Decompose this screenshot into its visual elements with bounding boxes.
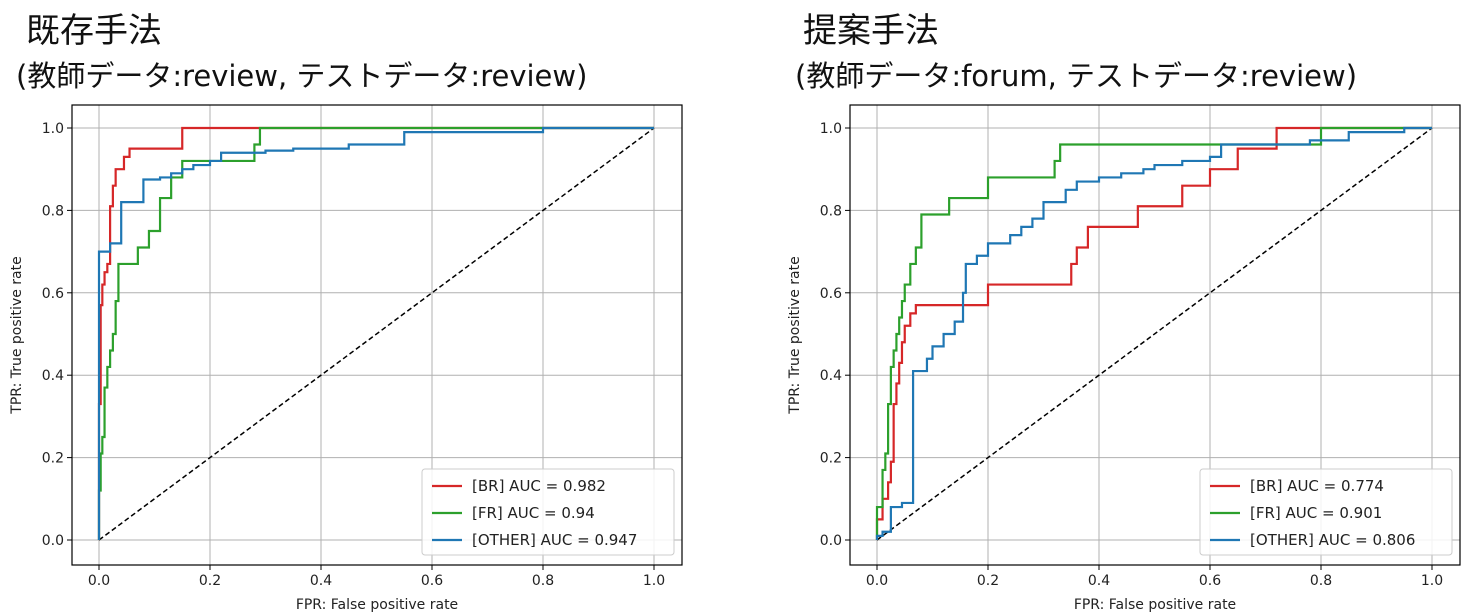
x-tick-label: 0.8 [532,573,554,589]
series-line-2 [97,126,654,540]
series-line-0 [97,126,654,540]
diagonal-reference-line [876,127,1433,541]
x-axis-label: FPR: False positive rate [1074,597,1236,613]
chart-1-title: 提案手法 [803,11,939,51]
x-tick-label: 0.4 [310,573,332,589]
legend-box [421,468,675,556]
x-tick-label: 0.6 [1199,573,1221,589]
x-tick-label: 0.2 [977,573,999,589]
series-line-0 [875,126,1432,540]
y-tick-label: 0.0 [820,533,842,549]
x-tick-label: 0.8 [1310,573,1332,589]
legend-entry-2: [OTHER] AUC = 0.947 [472,531,637,549]
diagonal-reference-line [98,127,655,541]
y-axis-label: TPR: True positive rate [787,256,803,414]
series-line-1 [97,126,654,540]
legend: [BR] AUC = 0.774 [FR] AUC = 0.901 [OTHER] … [1199,468,1453,556]
plot-frame [849,104,1461,566]
chart-1-subtitle: (教師データ:forum, テストデータ:review) [795,59,1358,93]
y-tick-label: 0.4 [42,368,64,384]
y-tick-label: 0.6 [820,286,842,302]
x-tick-label: 1.0 [1421,573,1443,589]
chart-0-subtitle: (教師データ:review, テストデータ:review) [16,59,588,93]
x-tick-label: 1.0 [643,573,665,589]
series-line-2 [875,126,1432,540]
y-tick-label: 0.8 [42,203,64,219]
plot-frame [71,104,683,566]
y-tick-label: 0.4 [820,368,842,384]
x-tick-label: 0.0 [88,573,110,589]
chart-0: 0.0 0.2 0.4 0.6 0.8 1.0 0.0 0.2 0.4 0.6 0.8 1.0 FPR:… [9,104,683,613]
y-tick-label: 0.2 [42,451,64,467]
y-tick-label: 0.2 [820,451,842,467]
x-tick-label: 0.0 [866,573,888,589]
y-tick-label: 0.0 [42,533,64,549]
legend-entry-1: [FR] AUC = 0.901 [1250,504,1382,522]
y-tick-label: 1.0 [820,121,842,137]
legend-entry-1: [FR] AUC = 0.94 [472,504,595,522]
legend-entry-0: [BR] AUC = 0.982 [472,477,606,495]
legend-box [1199,468,1453,556]
legend: [BR] AUC = 0.982 [FR] AUC = 0.94 [OTHER] A… [421,468,675,556]
y-tick-label: 0.8 [820,203,842,219]
x-tick-label: 0.6 [421,573,443,589]
legend-entry-2: [OTHER] AUC = 0.806 [1250,531,1415,549]
y-tick-label: 0.6 [42,286,64,302]
chart-0-title: 既存手法 [26,11,162,51]
x-axis-label: FPR: False positive rate [296,597,458,613]
x-tick-label: 0.4 [1088,573,1110,589]
y-axis-label: TPR: True positive rate [9,256,25,414]
series-line-1 [875,126,1432,540]
legend-entry-0: [BR] AUC = 0.774 [1250,477,1384,495]
x-tick-label: 0.2 [199,573,221,589]
chart-1: 0.0 0.2 0.4 0.6 0.8 1.0 0.0 0.2 0.4 0.6 0.8 1.0 FPR:… [787,104,1461,613]
y-tick-label: 1.0 [42,121,64,137]
